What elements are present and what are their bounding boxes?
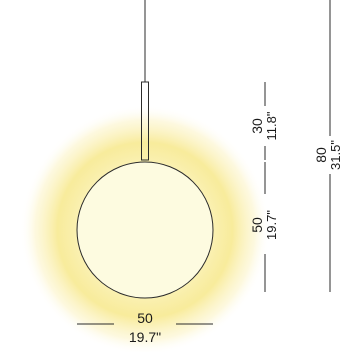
width-imperial-label: 19.7" (129, 329, 161, 345)
rod-imperial-label: 11.8" (264, 111, 279, 140)
rod-length-dimension: 30 11.8" (249, 82, 279, 160)
total-metric-label: 80 (313, 147, 329, 163)
pendant-rod (141, 81, 149, 161)
width-dimension: 50 19.7" (77, 310, 213, 345)
globe-metric-label: 50 (249, 217, 265, 233)
total-imperial-label: 31.5" (328, 140, 342, 170)
globe-height-dimension: 50 19.7" (249, 162, 279, 292)
total-height-dimension: 80 31.5" (313, 0, 342, 292)
globe-shade (76, 161, 214, 299)
rod-metric-label: 30 (249, 118, 265, 134)
globe-imperial-label: 19.7" (264, 210, 279, 240)
width-metric-label: 50 (137, 310, 153, 326)
